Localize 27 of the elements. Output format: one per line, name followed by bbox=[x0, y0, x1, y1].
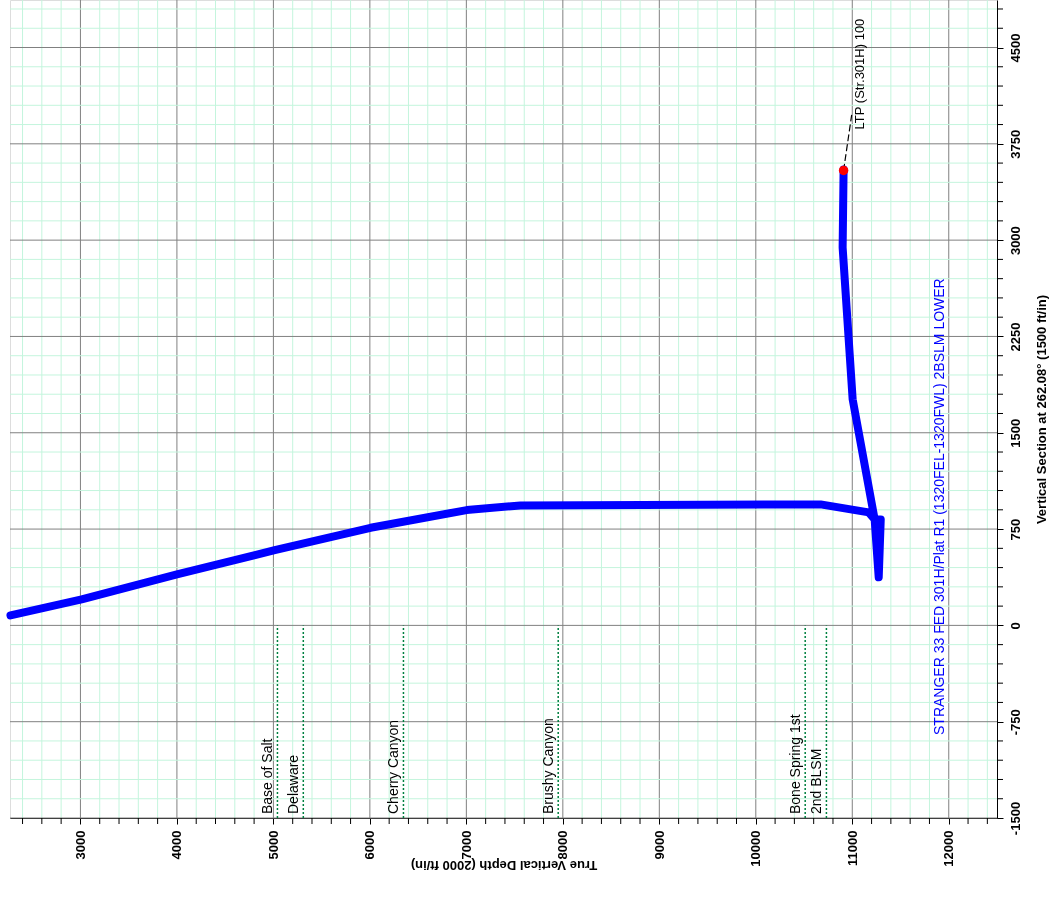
ref-line-label: 2nd BLSM bbox=[808, 748, 825, 814]
y-tick-label: -750 bbox=[1007, 709, 1023, 736]
x-tick-label: 6000 bbox=[362, 830, 378, 860]
y-tick-label: 3750 bbox=[1007, 129, 1023, 159]
x-tick-label: 12000 bbox=[941, 830, 957, 867]
y-tick-label: 3000 bbox=[1007, 226, 1023, 256]
y-axis-title: Vertical Section at 262.08° (1500 ft/in) bbox=[1033, 294, 1049, 525]
x-tick-label: 9000 bbox=[651, 830, 667, 860]
y-tick-label: 1500 bbox=[1007, 418, 1023, 448]
annotation: STRANGER 33 FED 301H/Plat R1 (1320FEL-1320FWL) 2BSLM LOWER bbox=[931, 278, 947, 735]
x-tick-label: 10000 bbox=[748, 830, 764, 867]
y-tick-label: 750 bbox=[1007, 518, 1023, 541]
y-tick-label: 2250 bbox=[1007, 322, 1023, 352]
x-tick-label: 4000 bbox=[169, 830, 185, 860]
ref-line-label: Brushy Canyon bbox=[540, 718, 557, 814]
ref-line-label: Base of Salt bbox=[259, 738, 276, 814]
x-tick-label: 8000 bbox=[555, 830, 571, 860]
annotation: LTP (Str.301H) 100 bbox=[851, 18, 867, 130]
y-tick-label: 4500 bbox=[1007, 33, 1023, 63]
y-tick-label: -1500 bbox=[1007, 801, 1023, 836]
ref-line-label: Delaware bbox=[285, 754, 302, 814]
ref-line-label: Cherry Canyon bbox=[385, 719, 402, 814]
x-tick-label: 11000 bbox=[844, 830, 860, 866]
x-tick-label: 5000 bbox=[265, 830, 281, 860]
y-tick-label: 0 bbox=[1007, 622, 1023, 630]
ref-line-label: Bone Spring 1st bbox=[787, 714, 804, 814]
x-tick-label: 3000 bbox=[72, 830, 88, 860]
